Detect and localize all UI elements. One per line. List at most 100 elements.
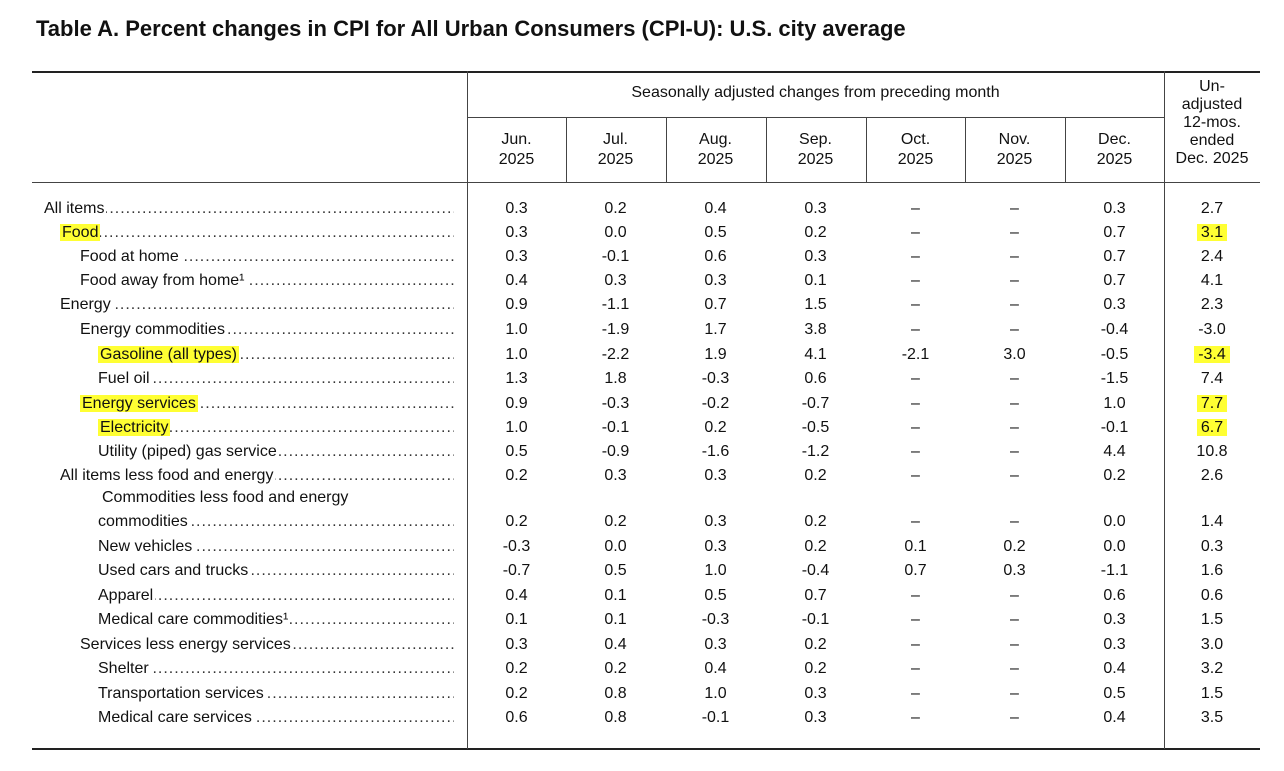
row-label-text: commodities	[98, 513, 190, 530]
value-cell: 0.3	[804, 248, 827, 265]
table-row: ........................................…	[32, 441, 1260, 465]
value-cell: 1.0	[505, 419, 528, 436]
row-label: ........................................…	[60, 294, 460, 318]
value-cell: 0.3	[1103, 636, 1126, 653]
value-cell: 0.2	[704, 419, 727, 436]
value-cell: 0.3	[604, 467, 627, 484]
annual-value-cell: 3.0	[1164, 634, 1260, 658]
value-cell: -0.5	[1100, 346, 1129, 363]
annual-value-cell: 3.2	[1164, 658, 1260, 682]
row-label-text: All items less food and energy	[60, 467, 276, 484]
year-label: 2025	[597, 151, 634, 168]
row-label-text: Food at home	[80, 248, 181, 265]
value-cell: 0.6	[704, 248, 727, 265]
value-cell: –	[911, 370, 920, 387]
value-cell: 0.3	[804, 685, 827, 702]
row-label: ........................................…	[80, 634, 460, 658]
annual-value: 3.0	[1200, 636, 1224, 653]
row-label-text: Medical care services	[98, 709, 254, 726]
value-cell: 0.2	[1103, 467, 1126, 484]
value-cell: 0.4	[704, 660, 727, 677]
value-cell: –	[911, 272, 920, 289]
value-cell: 0.3	[704, 467, 727, 484]
annual-value-cell: 0.3	[1164, 536, 1260, 560]
value-cell: -1.1	[601, 296, 630, 313]
row-label-text: Utility (piped) gas service	[98, 443, 279, 460]
table-row: ........................................…	[32, 634, 1260, 658]
annual-value-cell: 2.6	[1164, 465, 1260, 489]
value-cell: 1.0	[1103, 395, 1126, 412]
value-cell: 1.5	[804, 296, 827, 313]
row-label-text: Energy commodities	[80, 321, 227, 338]
annual-value-cell: 0.6	[1164, 585, 1260, 609]
value-cell: -0.5	[801, 419, 830, 436]
label-column-divider	[467, 71, 468, 749]
annual-value-cell: 6.7	[1164, 417, 1260, 441]
annual-value-cell: 10.8	[1164, 441, 1260, 465]
table-row: ........................................…	[32, 319, 1260, 343]
value-cell: –	[1010, 395, 1019, 412]
month-column-header: Oct. 2025	[866, 130, 965, 170]
unadjusted-header-line: 12-mos.	[1183, 114, 1241, 131]
row-label: ........................................…	[80, 246, 460, 270]
row-label: ........................................…	[98, 511, 460, 535]
value-cell: 0.9	[505, 395, 528, 412]
row-label: ........................................…	[98, 368, 460, 392]
value-cell: -0.1	[801, 611, 830, 628]
value-cell: -1.5	[1100, 370, 1129, 387]
value-cell: –	[911, 321, 920, 338]
annual-value-cell: 3.1	[1164, 222, 1260, 246]
value-cell: –	[1010, 467, 1019, 484]
value-cell: –	[911, 395, 920, 412]
annual-value-cell: 1.5	[1164, 683, 1260, 707]
value-cell: 0.2	[505, 685, 528, 702]
annual-value: 1.4	[1200, 513, 1224, 530]
annual-value-cell: -3.0	[1164, 319, 1260, 343]
annual-value: 0.6	[1200, 587, 1224, 604]
annual-value: 2.6	[1200, 467, 1224, 484]
value-cell: -0.1	[601, 419, 630, 436]
annual-value: -3.0	[1198, 321, 1226, 338]
value-cell: –	[1010, 443, 1019, 460]
value-cell: 0.2	[505, 660, 528, 677]
value-cell: –	[1010, 513, 1019, 530]
value-cell: -2.2	[601, 346, 630, 363]
row-label: ........................................…	[44, 198, 460, 222]
value-cell: 0.2	[1003, 538, 1026, 555]
value-cell: –	[1010, 321, 1019, 338]
value-cell: –	[1010, 636, 1019, 653]
value-cell: –	[1010, 709, 1019, 726]
value-cell: -0.3	[701, 370, 730, 387]
row-label-text: Electricity	[98, 419, 171, 436]
value-cell: -0.1	[601, 248, 630, 265]
annual-value-cell: 1.5	[1164, 609, 1260, 633]
value-cell: 0.7	[804, 587, 827, 604]
unadjusted-header-line: adjusted	[1181, 96, 1243, 113]
header-mid-rule	[467, 117, 1164, 118]
table-row: ........................................…	[32, 368, 1260, 392]
value-cell: 0.2	[604, 200, 627, 217]
value-cell: 0.0	[1103, 538, 1126, 555]
value-cell: 0.2	[804, 224, 827, 241]
leader-dots: ........................................…	[98, 419, 454, 436]
seasonally-adjusted-header: Seasonally adjusted changes from precedi…	[631, 84, 1000, 101]
annual-value: 3.1	[1196, 224, 1228, 241]
value-cell: -1.6	[701, 443, 730, 460]
annual-value-cell: 1.4	[1164, 511, 1260, 535]
value-cell: 0.2	[505, 513, 528, 530]
month-label: Sep.	[799, 131, 832, 148]
value-cell: 4.4	[1103, 443, 1126, 460]
table-row: ........................................…	[32, 658, 1260, 682]
value-cell: 0.3	[1003, 562, 1026, 579]
leader-dots: ........................................…	[60, 224, 454, 241]
value-cell: –	[1010, 587, 1019, 604]
value-cell: –	[1010, 272, 1019, 289]
header-bottom-rule	[32, 182, 1260, 183]
value-cell: –	[911, 248, 920, 265]
value-cell: -1.2	[801, 443, 830, 460]
annual-column-divider	[1164, 71, 1165, 749]
row-label: ........................................…	[98, 609, 460, 633]
row-label-text: Gasoline (all types)	[98, 346, 239, 363]
value-cell: –	[911, 200, 920, 217]
annual-value: 2.7	[1200, 200, 1224, 217]
